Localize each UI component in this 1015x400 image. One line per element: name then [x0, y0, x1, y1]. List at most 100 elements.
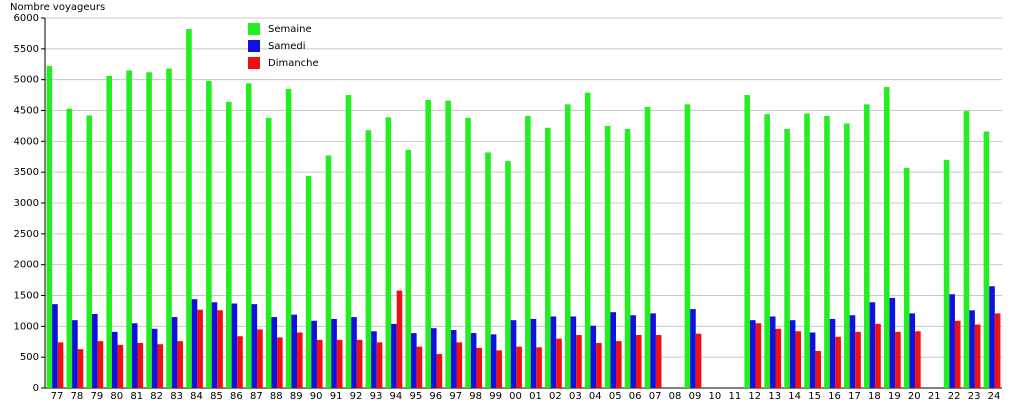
bar: [989, 286, 995, 388]
x-tick-label: 08: [669, 391, 682, 400]
bar: [974, 324, 981, 388]
bar: [351, 317, 357, 388]
bar: [949, 294, 955, 388]
x-tick-label: 90: [310, 391, 323, 400]
bar: [265, 117, 272, 389]
x-tick-label: 87: [250, 391, 263, 400]
bar: [111, 331, 118, 388]
x-tick-label: 95: [409, 391, 422, 400]
bar: [835, 336, 841, 388]
x-tick-label: 03: [569, 391, 582, 400]
bar: [425, 100, 431, 389]
bar: [257, 329, 263, 388]
bar: [211, 302, 218, 388]
x-tick-label: 19: [888, 391, 901, 400]
bar: [171, 317, 178, 388]
bar: [556, 338, 562, 388]
bar: [66, 108, 73, 389]
y-tick-label: 6000: [14, 13, 39, 24]
x-tick-label: 81: [130, 391, 143, 400]
x-tick-label: 00: [509, 391, 522, 400]
bar: [505, 161, 511, 388]
bar: [490, 334, 497, 388]
bar: [690, 309, 696, 388]
x-tick-label: 82: [150, 391, 163, 400]
x-tick-label: 96: [429, 391, 442, 400]
bar: [824, 116, 830, 389]
bar: [954, 320, 961, 388]
bar: [789, 320, 796, 388]
x-tick-label: 97: [449, 391, 462, 400]
y-tick-label: 0: [33, 383, 39, 394]
bar: [644, 106, 651, 389]
bar: [983, 131, 990, 388]
legend-swatch: [248, 40, 260, 52]
bar: [271, 317, 278, 388]
bar: [994, 313, 1001, 388]
bar: [550, 316, 557, 388]
x-tick-label: 21: [928, 391, 941, 400]
bar: [311, 320, 317, 388]
legend-swatch: [248, 23, 260, 35]
bar: [72, 320, 78, 388]
bar: [146, 72, 152, 389]
bar: [436, 354, 443, 388]
bar: [769, 316, 776, 388]
x-tick-label: 88: [270, 391, 283, 400]
y-tick-label: 5500: [14, 44, 39, 55]
bar: [844, 123, 850, 388]
y-axis-label: Nombre voyageurs: [10, 2, 105, 13]
bar: [331, 318, 337, 388]
bar: [396, 290, 403, 388]
y-tick-label: 4500: [14, 106, 39, 117]
bar: [775, 328, 782, 388]
y-tick-label: 5000: [14, 75, 39, 86]
bar: [530, 318, 537, 388]
bar: [650, 313, 656, 388]
bar: [485, 152, 491, 388]
bar: [525, 116, 531, 389]
bar: [151, 328, 158, 388]
bar: [909, 313, 916, 388]
x-tick-label: 02: [549, 391, 562, 400]
x-tick-label: 84: [190, 391, 203, 400]
x-tick-label: 99: [489, 391, 502, 400]
y-tick-label: 1000: [14, 321, 39, 332]
bar: [416, 346, 423, 388]
bar: [624, 129, 631, 388]
x-tick-label: 13: [768, 391, 781, 400]
x-tick-label: 92: [350, 391, 363, 400]
bar: [356, 339, 363, 388]
bar: [809, 332, 816, 388]
bar: [405, 149, 412, 388]
x-tick-label: 06: [629, 391, 642, 400]
y-tick-label: 3000: [14, 198, 39, 209]
bar: [536, 347, 542, 388]
bar: [764, 114, 770, 388]
x-tick-label: 15: [808, 391, 821, 400]
x-tick-label: 22: [948, 391, 961, 400]
bar: [376, 342, 383, 388]
bar: [456, 342, 463, 388]
bar: [305, 175, 312, 388]
bar: [795, 331, 802, 388]
legend-label: Samedi: [268, 41, 306, 52]
x-tick-label: 85: [210, 391, 223, 400]
x-tick-label: 18: [868, 391, 881, 400]
bar: [496, 350, 502, 388]
bar: [92, 314, 98, 388]
bar: [325, 155, 332, 388]
bar: [46, 66, 53, 388]
bar: [576, 334, 582, 388]
x-tick-label: 77: [51, 391, 64, 400]
x-tick-label: 98: [469, 391, 482, 400]
bar: [316, 339, 323, 388]
x-tick-label: 80: [110, 391, 123, 400]
bar: [245, 83, 252, 388]
bar: [371, 331, 377, 388]
bar: [903, 167, 910, 388]
bar: [875, 323, 881, 388]
bar: [864, 104, 870, 388]
bar: [570, 316, 577, 388]
bar: [695, 333, 702, 388]
